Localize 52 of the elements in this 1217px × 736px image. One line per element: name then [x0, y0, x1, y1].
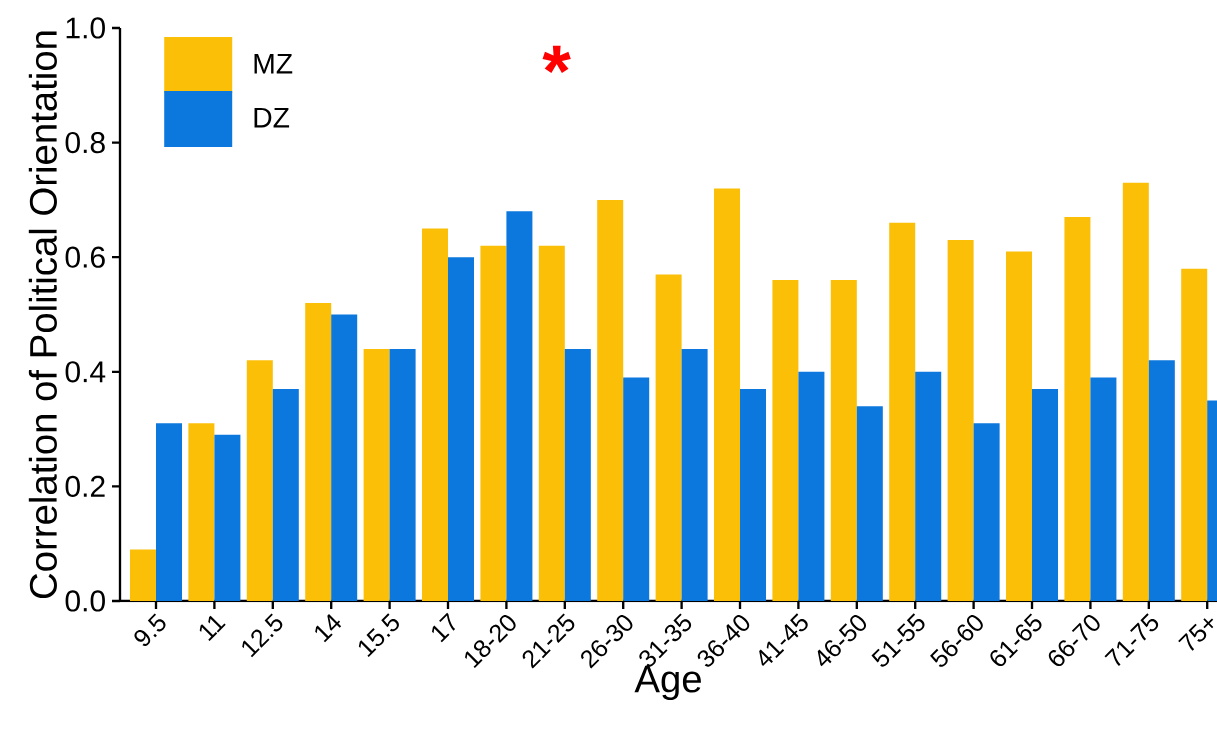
y-tick-label: 0.4 [65, 361, 106, 383]
bar [1148, 360, 1175, 601]
bar [973, 423, 1000, 601]
bar [714, 188, 741, 601]
bar [448, 257, 475, 601]
bar [188, 423, 215, 601]
annotation: * [542, 45, 571, 74]
bar [889, 222, 916, 601]
bar [915, 371, 942, 601]
x-tick-label: 9.5 [134, 613, 166, 647]
bar [214, 434, 241, 601]
bar [623, 377, 650, 601]
bar [798, 371, 825, 601]
bar [947, 240, 974, 601]
y-tick-label: 0.6 [65, 246, 105, 268]
y-tick-label: 0.0 [65, 590, 105, 612]
bar [389, 348, 416, 601]
bar [480, 245, 507, 601]
bar [856, 406, 883, 601]
y-tick-label: 0.8 [65, 131, 105, 154]
x-tick-label: 14 [315, 614, 342, 643]
bar [363, 348, 390, 601]
bar [331, 314, 358, 601]
x-tick-label: 75+ [1178, 618, 1214, 651]
y-tick-label: 1.0 [66, 17, 105, 39]
y-axis-title: Correlation of Political Orientation [28, 31, 57, 599]
bar [772, 280, 799, 601]
bar [740, 388, 767, 601]
bar [246, 360, 273, 601]
x-tick-label: 11 [199, 615, 226, 641]
bar [655, 274, 682, 601]
x-axis-title: Age [634, 665, 701, 701]
x-tick-label: 17 [432, 612, 456, 643]
y-tick-label: 0.2 [65, 475, 105, 498]
bar [1032, 388, 1059, 601]
bar [130, 549, 156, 601]
legend-label: MZ [254, 53, 293, 74]
bar [272, 388, 299, 601]
bar [1064, 217, 1091, 601]
bar [1090, 377, 1117, 601]
bar [681, 348, 708, 601]
legend-label: DZ [254, 107, 290, 128]
bar [156, 423, 182, 601]
bar [564, 348, 591, 601]
bar [506, 211, 533, 601]
bar [305, 303, 332, 601]
bar [830, 280, 857, 601]
bar [1122, 182, 1149, 601]
bar [597, 199, 624, 601]
bar [538, 245, 565, 601]
bar [422, 228, 448, 601]
bar [1006, 251, 1033, 601]
